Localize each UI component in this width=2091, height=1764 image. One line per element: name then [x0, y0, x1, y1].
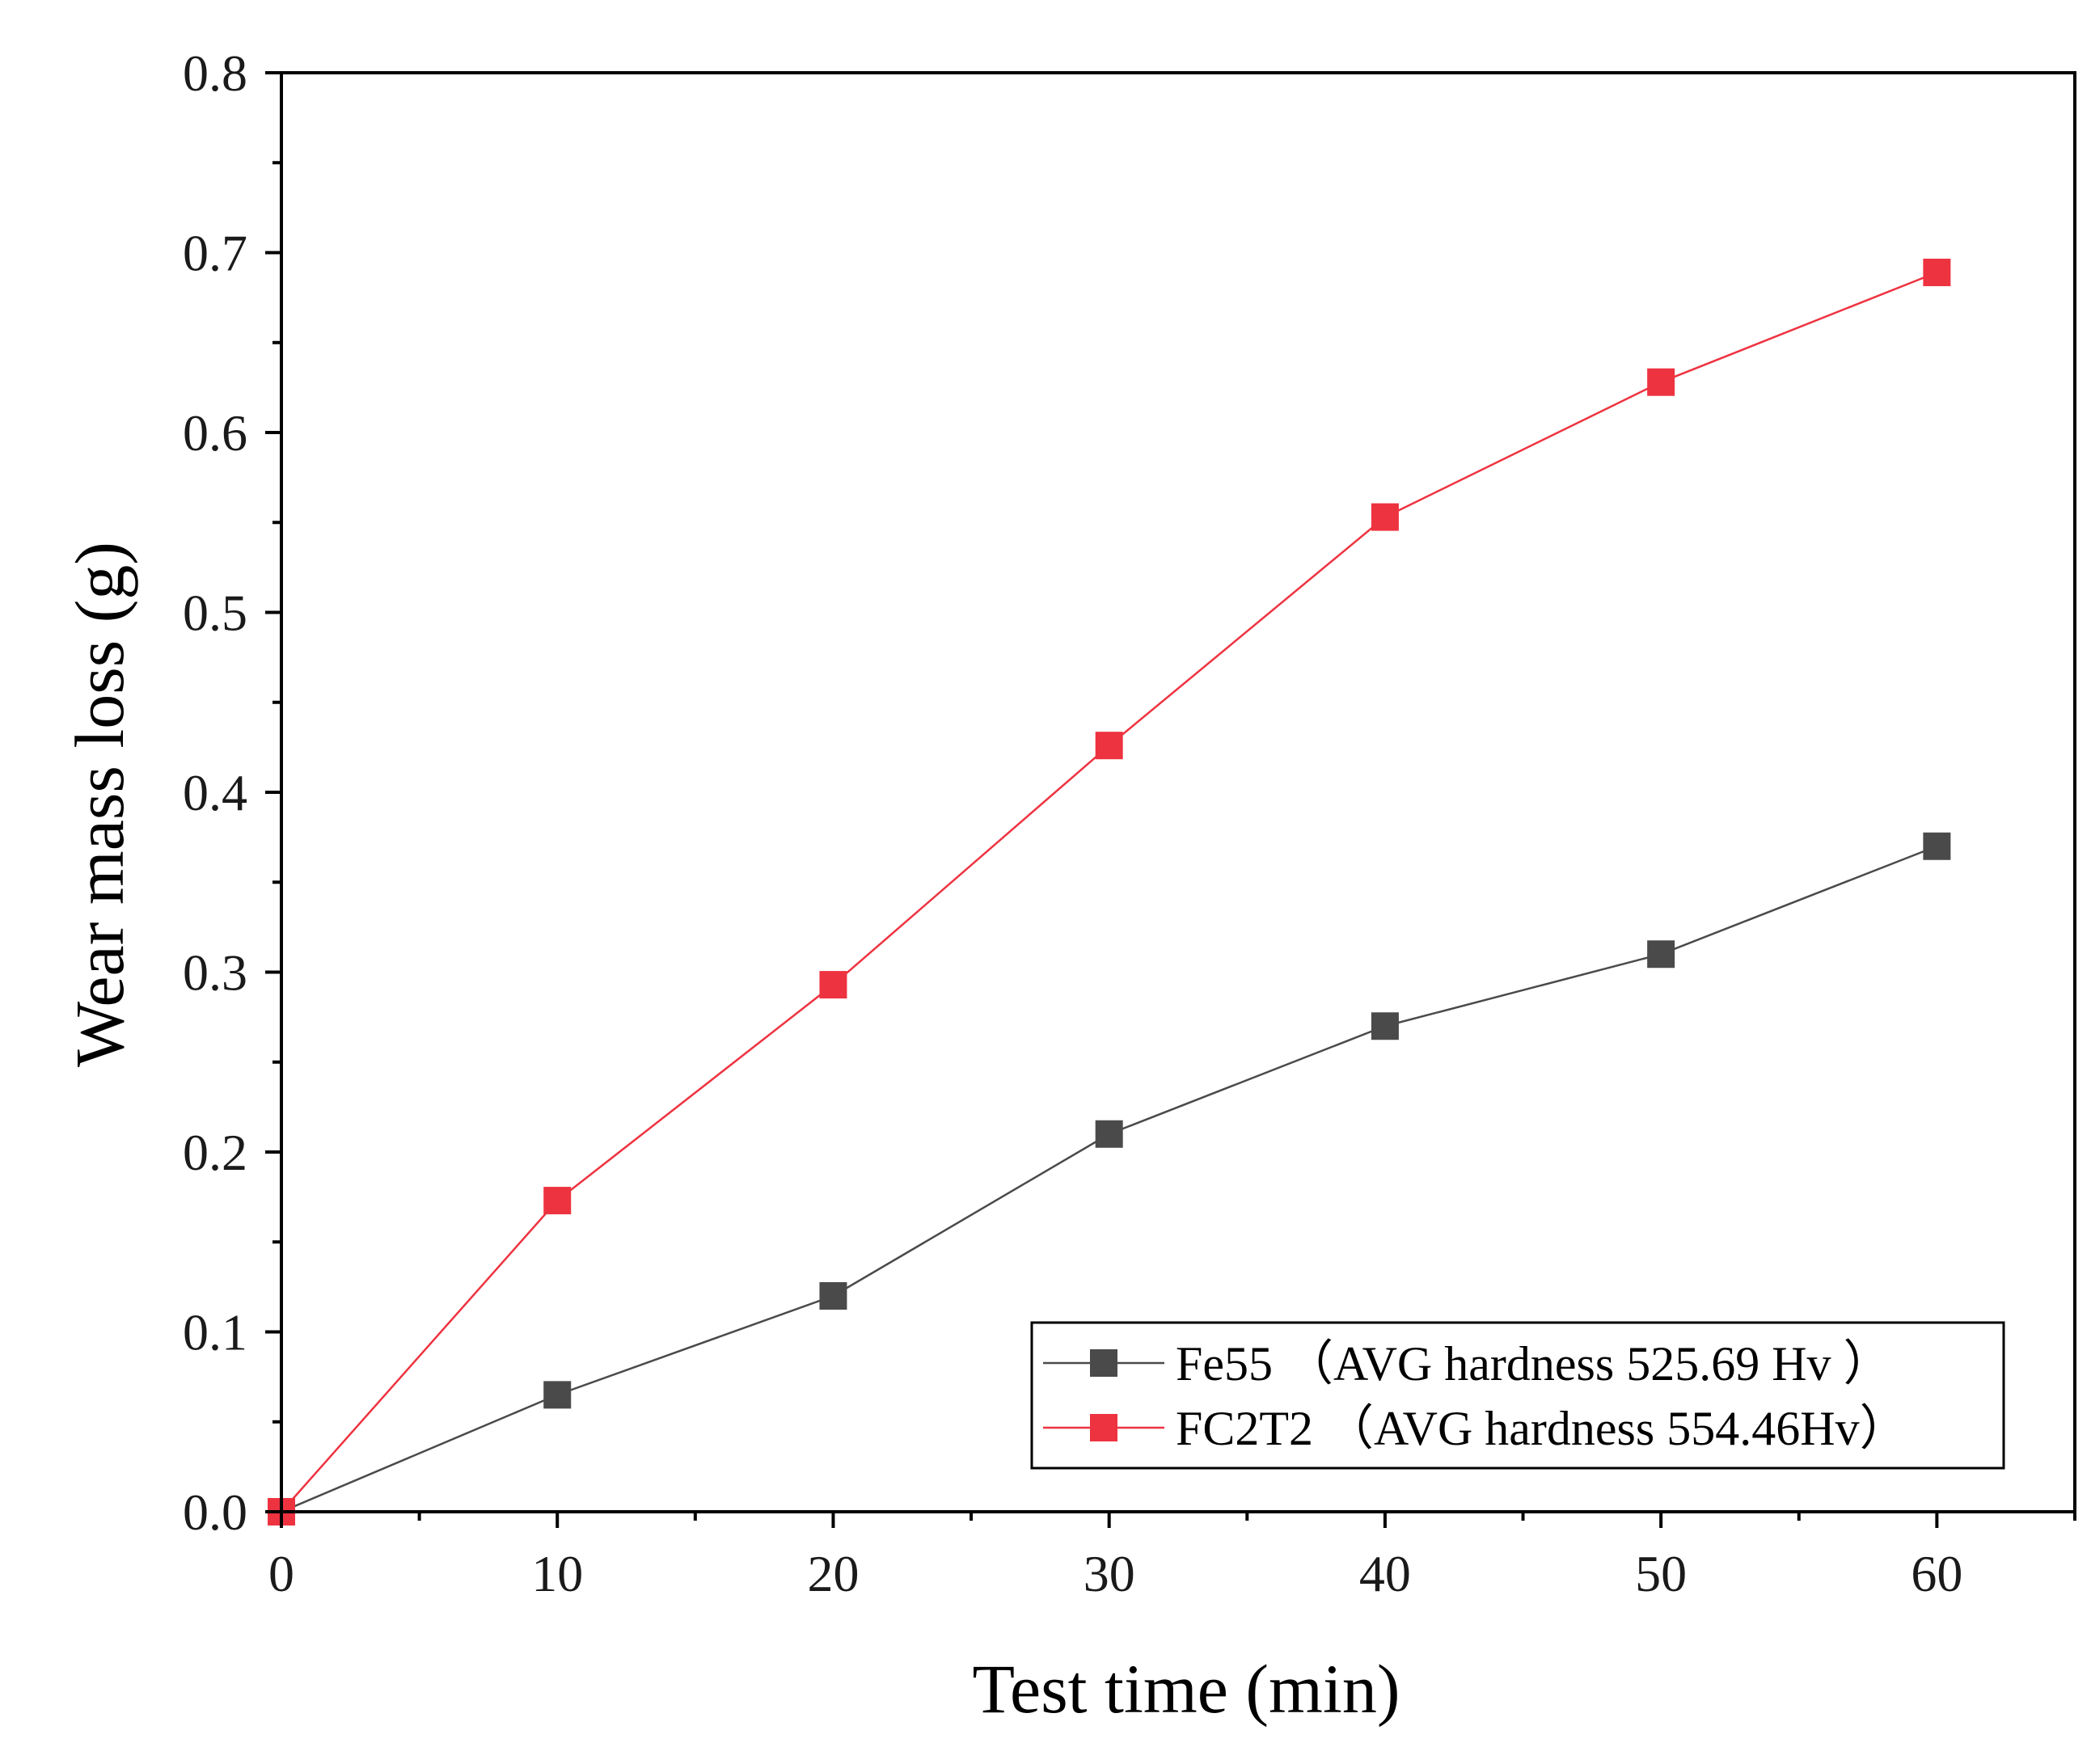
series-0-point-4	[1371, 1012, 1399, 1040]
series-0-point-2	[819, 1282, 847, 1310]
legend-marker-fe55	[1090, 1349, 1117, 1377]
x-tick-label-0: 0	[268, 1545, 294, 1602]
axis-layer: 0.0 0.1 0.2 0.3 0.4 0.5 0.6 0.7 0.8 0 10 20 30 40 50 60	[183, 44, 2076, 1602]
series-1-point-3	[1095, 732, 1123, 760]
y-tick-label-4: 0.4	[183, 764, 247, 821]
x-axis-title: Test time (min)	[973, 1650, 1400, 1728]
legend-label-fc2t2: FC2T2 （AVG hardness 554.46Hv）	[1176, 1402, 1908, 1455]
x-tick-label-6: 60	[1911, 1545, 1962, 1602]
y-axis-title: Wear mass loss (g)	[61, 542, 138, 1067]
series-0-point-5	[1647, 940, 1675, 969]
y-tick-label-2: 0.2	[183, 1124, 247, 1181]
legend: Fe55 （AVG hardness 525.69 Hv ） FC2T2 （AV…	[1030, 1321, 2005, 1470]
y-tick-label-5: 0.5	[183, 584, 247, 642]
y-tick-label-1: 0.1	[183, 1304, 247, 1361]
x-tick-label-1: 10	[531, 1545, 583, 1602]
legend-box	[1030, 1321, 2005, 1470]
y-tick-label-6: 0.6	[183, 404, 247, 462]
y-tick-label-7: 0.7	[183, 225, 247, 282]
series-1-point-1	[543, 1187, 572, 1215]
legend-entry-fe55: Fe55 （AVG hardness 525.69 Hv ）	[1043, 1337, 1892, 1391]
x-tick-label-5: 50	[1635, 1545, 1687, 1602]
series-0-point-6	[1923, 832, 1951, 860]
series-1-point-5	[1647, 368, 1675, 396]
y-tick-label-3: 0.3	[183, 944, 247, 1002]
legend-label-fe55: Fe55 （AVG hardness 525.69 Hv ）	[1176, 1337, 1892, 1391]
series-1-point-2	[819, 971, 847, 999]
series-1-point-6	[1923, 258, 1951, 286]
x-tick-label-2: 20	[807, 1545, 859, 1602]
y-tick-label-0: 0.0	[183, 1483, 247, 1541]
x-tick-label-3: 30	[1084, 1545, 1135, 1602]
series-0-point-3	[1095, 1120, 1123, 1148]
y-tick-label-8: 0.8	[183, 44, 247, 102]
legend-entry-fc2t2: FC2T2 （AVG hardness 554.46Hv）	[1043, 1402, 1908, 1455]
series-0-point-1	[543, 1381, 572, 1409]
series-1-point-4	[1371, 503, 1399, 531]
plot-frame	[280, 71, 2076, 1513]
legend-marker-fc2t2	[1090, 1414, 1117, 1441]
x-tick-label-4: 40	[1359, 1545, 1411, 1602]
